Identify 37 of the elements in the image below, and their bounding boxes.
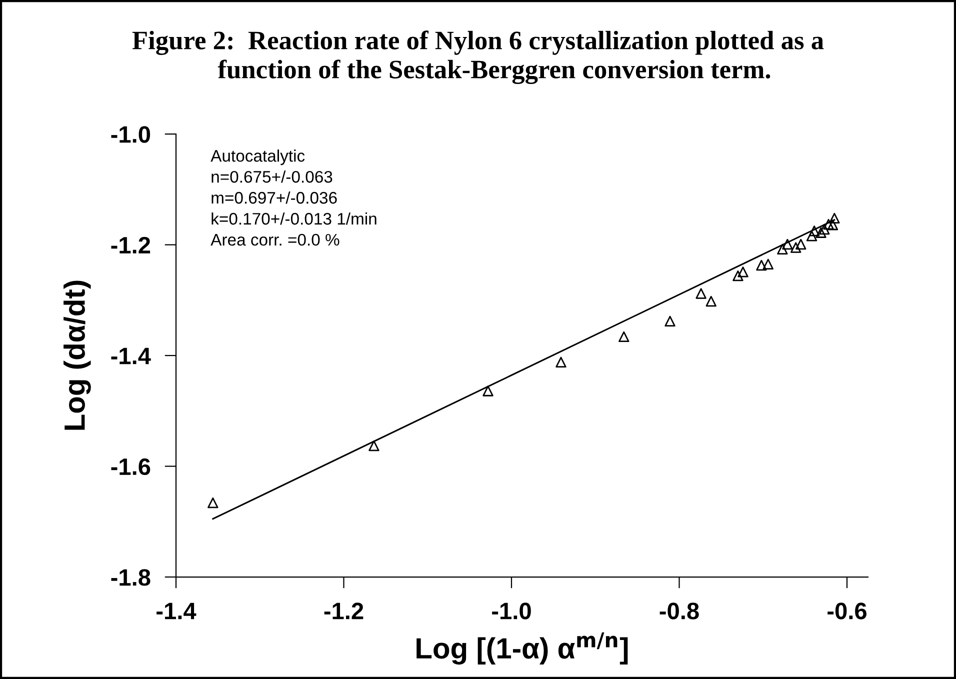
point (482, 386, 494, 396)
x-axis-title: Log [(1-α) α$^{m/n}$] (416, 632, 628, 665)
point (806, 230, 818, 242)
point (808, 226, 820, 236)
point (706, 296, 716, 307)
point (732, 270, 744, 282)
point (777, 244, 788, 255)
point (823, 218, 834, 230)
y-tick-label: -1.4 (111, 348, 151, 364)
point (208, 497, 218, 508)
x-tick-label: -1.4 (156, 602, 196, 620)
y-tick-label: -1.0 (111, 126, 150, 143)
y-tick-label: -1.8 (111, 569, 150, 586)
point (827, 219, 838, 230)
point (368, 440, 380, 452)
y-axis-title: Log (dα/dt) (64, 280, 91, 430)
point (790, 242, 802, 253)
point (618, 331, 630, 342)
point (738, 266, 748, 278)
y-tick-label: -1.6 (111, 458, 150, 476)
point (816, 227, 826, 238)
point (818, 224, 830, 235)
chart-title: Figure 2: Reaction rate of Nylon 6 crystallization plotted as a function of the Sestak-Berggren conversion term. (132, 30, 824, 84)
point (664, 316, 676, 327)
point (696, 288, 706, 299)
point (762, 258, 774, 270)
point (556, 356, 566, 368)
y-tick-label: -1.2 (111, 236, 150, 254)
annotation: Autocatalytic n=0.675+/-0.063 m=0.697+/-0.036 k=0.170+/-0.013 1/min Area corr. =0.0 % (210, 150, 376, 246)
point (829, 212, 840, 224)
x-tick-label: -1.2 (324, 602, 364, 620)
x-tick-label: -1.0 (492, 602, 531, 620)
x-tick-label: -0.6 (828, 602, 866, 620)
x-tick-label: -0.8 (660, 602, 699, 620)
point (796, 238, 806, 250)
point (782, 238, 793, 250)
point (756, 260, 767, 271)
